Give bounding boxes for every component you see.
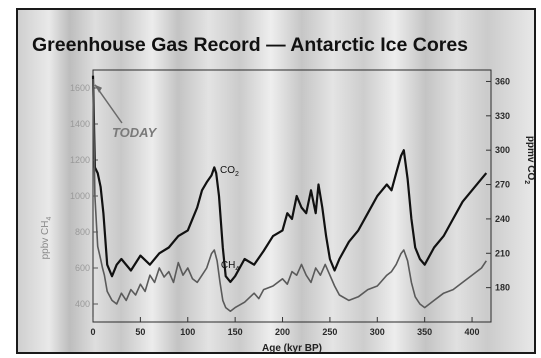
left-tick-label: 800 (75, 227, 90, 237)
x-axis-label: Age (kyr BP) (262, 343, 322, 354)
right-axis-label-sub: 2 (523, 180, 530, 184)
left-tick-label: 400 (75, 299, 90, 309)
x-axis-ticks: 0 50 100 150 200 250 300 350 400 (90, 317, 480, 337)
right-tick-label: 330 (495, 111, 510, 121)
right-tick-label: 270 (495, 180, 510, 190)
x-tick-label: 100 (180, 327, 195, 337)
left-tick-label: 600 (75, 263, 90, 273)
x-tick-label: 350 (417, 327, 432, 337)
ch4-series-label: CH4 (221, 260, 239, 273)
x-tick-label: 150 (228, 327, 243, 337)
ch4-series-line (92, 78, 487, 312)
left-tick-label: 1200 (70, 155, 90, 165)
series-layer (91, 75, 488, 312)
co2-series-label-sub: 2 (235, 171, 239, 178)
x-tick-label: 0 (90, 327, 95, 337)
plot-area (92, 69, 492, 323)
x-tick-label: 400 (465, 327, 480, 337)
x-tick-label: 200 (275, 327, 290, 337)
chart-title: Greenhouse Gas Record — Antarctic Ice Co… (32, 34, 468, 56)
co2-series-line (91, 75, 488, 283)
today-arrow-head (95, 84, 102, 93)
right-axis-ticks: 180 210 240 270 300 330 360 (486, 76, 510, 293)
x-tick-label: 300 (370, 327, 385, 337)
x-tick-label: 50 (135, 327, 145, 337)
chart-svg: Greenhouse Gas Record — Antarctic Ice Co… (32, 34, 536, 354)
right-axis-label-text: ppmv CO (525, 136, 536, 181)
chart-frame: Greenhouse Gas Record — Antarctic Ice Co… (16, 8, 536, 354)
left-axis-label-text: ppbv CH (40, 221, 51, 260)
ch4-series-label-sub: 4 (235, 266, 239, 273)
right-tick-label: 240 (495, 214, 510, 224)
co2-series-label-text: CO (220, 165, 235, 176)
right-tick-label: 300 (495, 145, 510, 155)
left-axis-label-sub: 4 (46, 217, 53, 221)
co2-series-label: CO2 (220, 165, 239, 178)
right-tick-label: 360 (495, 76, 510, 86)
left-tick-label: 1600 (70, 83, 90, 93)
right-axis-label: ppmv CO2 (523, 136, 536, 184)
left-tick-label: 1000 (70, 191, 90, 201)
today-annotation: TODAY (112, 125, 158, 140)
left-tick-label: 1400 (70, 119, 90, 129)
right-tick-label: 180 (495, 283, 510, 293)
left-axis-label: ppbv CH4 (40, 217, 53, 260)
x-tick-label: 250 (322, 327, 337, 337)
ch4-series-label-text: CH (221, 260, 235, 271)
right-tick-label: 210 (495, 248, 510, 258)
